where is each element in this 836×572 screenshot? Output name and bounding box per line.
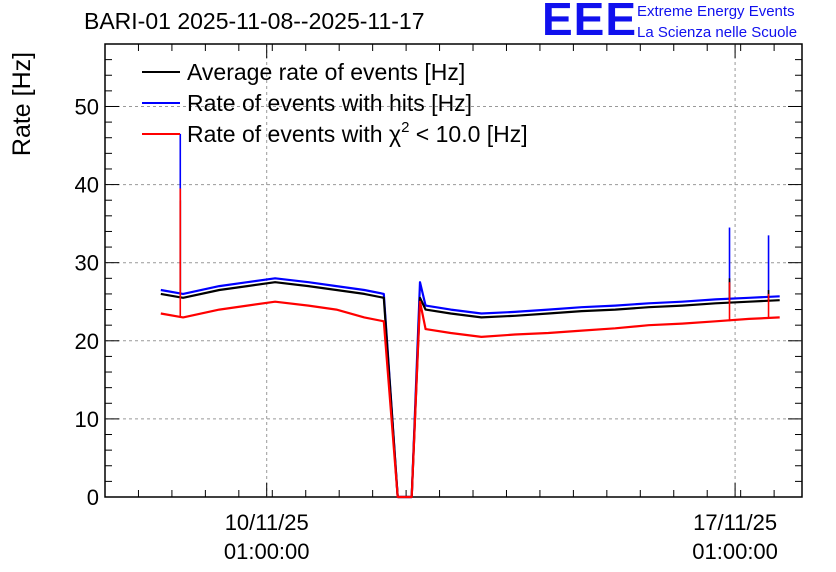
eee-logo-mark: EEE [542,0,638,45]
y-tick-labels: 0 10 20 30 40 50 [75,94,99,510]
legend-chi2-prefix: Rate of events with [187,121,389,147]
legend-chi2-symbol: χ [389,121,401,147]
eee-logo-line1: Extreme Energy Events [637,3,795,20]
series-line-hits [160,277,780,499]
legend-label-hits: Rate of events with hits [Hz] [187,90,472,116]
grid-lines [105,44,802,497]
plot-frame [104,43,803,498]
legend-chi2-superscript: 2 [401,119,409,136]
legend-chi2-suffix: < 10.0 [Hz] [409,121,527,147]
x-tick-label-date: 17/11/25 [693,510,777,535]
chart-title: BARI-01 2025-11-08--2025-11-17 [84,8,425,34]
y-tick-label: 20 [75,329,99,354]
x-tick-label-date: 10/11/25 [225,510,309,535]
x-tick-label-time: 01:00:00 [224,539,310,564]
series-line-average [160,281,780,499]
axis-ticks [104,43,802,498]
y-tick-label: 30 [75,251,99,276]
y-axis-title: Rate [Hz] [8,52,36,156]
y-tick-label: 10 [75,407,99,432]
legend: Average rate of events [Hz] Rate of even… [142,59,528,147]
data-series [160,133,780,499]
y-tick-label: 50 [75,94,99,119]
eee-logo-line2: La Scienza nelle Scuole [637,24,798,41]
legend-label-average: Average rate of events [Hz] [187,59,465,85]
y-tick-label: 40 [75,173,99,198]
series-line-chi2 [160,300,780,499]
y-tick-label: 0 [87,485,99,510]
legend-label-chi2: Rate of events with χ2 < 10.0 [Hz] [187,119,528,147]
x-tick-labels: 10/11/25 01:00:00 17/11/25 01:00:00 [224,510,778,564]
x-tick-label-time: 01:00:00 [692,539,778,564]
